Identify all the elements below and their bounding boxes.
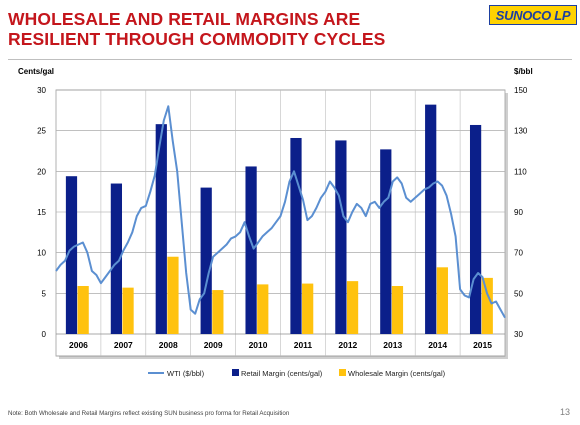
slide-title-line1: WHOLESALE AND RETAIL MARGINS ARE xyxy=(8,9,361,29)
bar-retail-2006 xyxy=(65,176,78,334)
x-tick-label-2012: 2012 xyxy=(338,340,357,350)
x-tick-label-2011: 2011 xyxy=(294,340,313,350)
legend-label-retail: Retail Margin (cents/gal) xyxy=(241,369,323,378)
x-tick-label-2009: 2009 xyxy=(204,340,223,350)
y-right-tick-label: 130 xyxy=(514,127,528,136)
bar-wholesale-2012 xyxy=(346,281,359,334)
title-divider xyxy=(8,59,572,60)
bar-retail-2014 xyxy=(425,104,437,334)
bar-wholesale-2014 xyxy=(436,267,448,334)
bar-wholesale-2013 xyxy=(391,286,404,334)
page-number: 13 xyxy=(559,407,570,417)
bar-retail-2011 xyxy=(290,137,302,334)
x-tick-label-2013: 2013 xyxy=(383,340,402,350)
bar-wholesale-2009 xyxy=(212,290,224,334)
y-right-tick-label: 50 xyxy=(514,289,523,298)
y-right-tick-label: 110 xyxy=(514,167,527,176)
y-left-tick-label: 30 xyxy=(37,86,46,95)
legend-swatch-wholesale xyxy=(339,369,346,376)
chart-wti-line xyxy=(55,105,506,319)
bar-wholesale-2008 xyxy=(167,256,179,334)
chart-bars xyxy=(65,104,493,335)
bar-wholesale-2007 xyxy=(122,287,134,334)
bar-retail-2007 xyxy=(110,183,123,334)
bar-wholesale-2011 xyxy=(302,283,314,334)
x-tick-label-2010: 2010 xyxy=(249,340,268,350)
x-tick-label-2006: 2006 xyxy=(69,340,88,350)
chart-axes: 0 5 10 15 20 25 30 30 50 70 90 110 130 150 Cents/gal $/… xyxy=(18,67,533,350)
y-left-tick-label: 25 xyxy=(37,127,46,136)
y-left-tick-label: 10 xyxy=(37,249,46,258)
y-right-tick-label: 150 xyxy=(514,86,528,95)
bar-wholesale-2006 xyxy=(77,286,89,334)
x-tick-label-2007: 2007 xyxy=(114,340,133,350)
bar-retail-2010 xyxy=(245,166,257,334)
logo-text: SUNOCO LP xyxy=(495,7,571,23)
legend-label-wti: WTI ($/bbl) xyxy=(167,369,205,378)
bar-wholesale-2015 xyxy=(481,277,493,334)
footnote: Note: Both Wholesale and Retail Margins … xyxy=(8,410,290,417)
y-left-tick-label: 20 xyxy=(37,167,46,176)
x-tick-label-2014: 2014 xyxy=(428,340,447,350)
sunoco-logo: SUNOCO LP xyxy=(489,5,577,25)
bar-retail-2012 xyxy=(335,140,347,334)
bar-retail-2008 xyxy=(155,124,167,334)
series-line-wti xyxy=(55,105,506,319)
y-right-tick-label: 70 xyxy=(514,249,523,258)
bar-retail-2009 xyxy=(200,187,212,334)
bar-wholesale-2010 xyxy=(257,284,269,334)
y-left-tick-label: 15 xyxy=(37,208,46,217)
legend-swatch-retail xyxy=(232,369,239,376)
slide-title-line2: RESILIENT THROUGH COMMODITY CYCLES xyxy=(8,29,386,49)
y-left-axis-label: Cents/gal xyxy=(18,67,54,76)
y-left-tick-label: 5 xyxy=(42,289,47,298)
x-tick-label-2008: 2008 xyxy=(159,340,178,350)
x-tick-label-2015: 2015 xyxy=(473,340,492,350)
bar-retail-2015 xyxy=(469,124,482,335)
slide-title: WHOLESALE AND RETAIL MARGINS ARE RESILIE… xyxy=(8,9,428,49)
y-left-tick-label: 0 xyxy=(42,330,47,339)
y-right-tick-label: 90 xyxy=(514,208,523,217)
y-right-tick-label: 30 xyxy=(514,330,523,339)
chart-legend: WTI ($/bbl) Retail Margin (cents/gal) Whol… xyxy=(148,369,446,378)
bar-retail-2013 xyxy=(380,149,392,334)
legend-label-wholesale: Wholesale Margin (cents/gal) xyxy=(348,369,446,378)
y-right-axis-label: $/bbl xyxy=(514,67,533,76)
